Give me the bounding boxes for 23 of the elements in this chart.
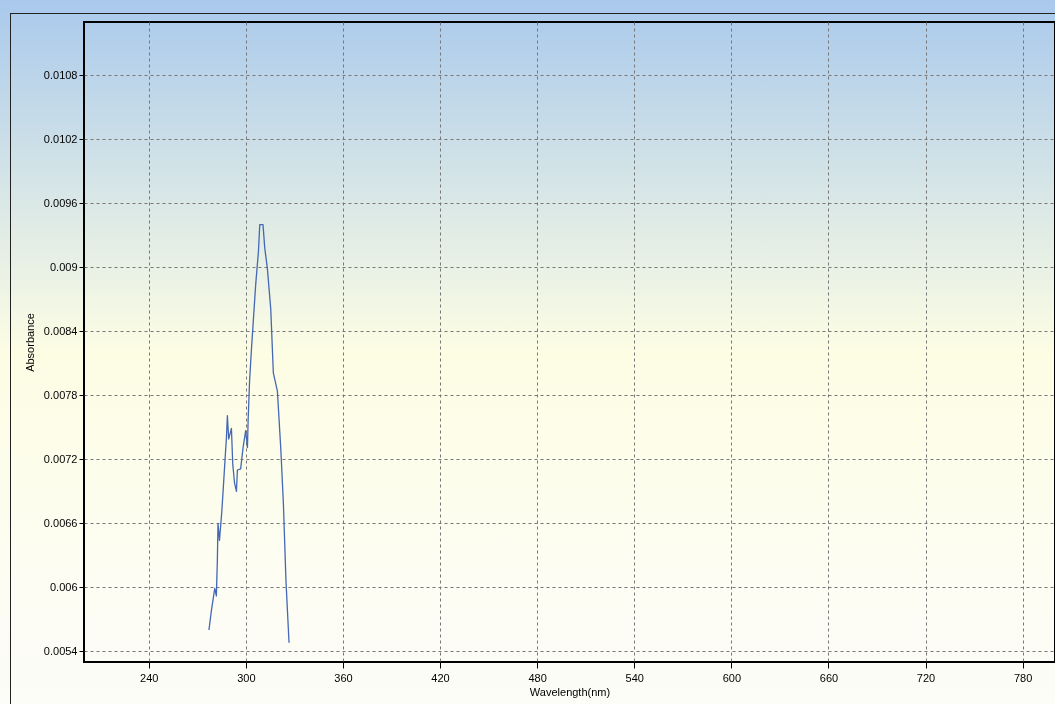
y-tick-label: 0.0054 [43, 644, 78, 657]
x-tick-label: 720 [916, 671, 936, 684]
y-tick-label: 0.0096 [43, 196, 78, 209]
y-tick-label: 0.0072 [43, 452, 78, 465]
x-tick-label: 660 [819, 671, 839, 684]
x-tick-label: 540 [625, 671, 644, 684]
x-axis-title: Wavelength(nm) [529, 685, 611, 698]
y-tick-label: 0.0066 [43, 516, 78, 529]
x-tick-label: 420 [431, 671, 450, 684]
y-tick-label: 0.0102 [43, 132, 78, 145]
y-tick-label: 0.006 [49, 580, 78, 593]
y-tick-label: 0.0108 [43, 68, 78, 81]
y-tick-label: 0.0084 [43, 324, 78, 337]
y-axis-title: Absorbance [23, 313, 36, 372]
x-tick-label: 300 [237, 671, 256, 684]
x-tick-label: 600 [722, 671, 742, 684]
x-tick-label: 480 [528, 671, 547, 684]
y-tick-label: 0.0078 [43, 388, 78, 401]
x-tick-label: 240 [140, 671, 159, 684]
y-tick-label: 0.009 [49, 260, 78, 273]
line-series [208, 224, 290, 644]
x-tick-label: 780 [1013, 671, 1033, 684]
x-tick-label: 360 [334, 671, 353, 684]
